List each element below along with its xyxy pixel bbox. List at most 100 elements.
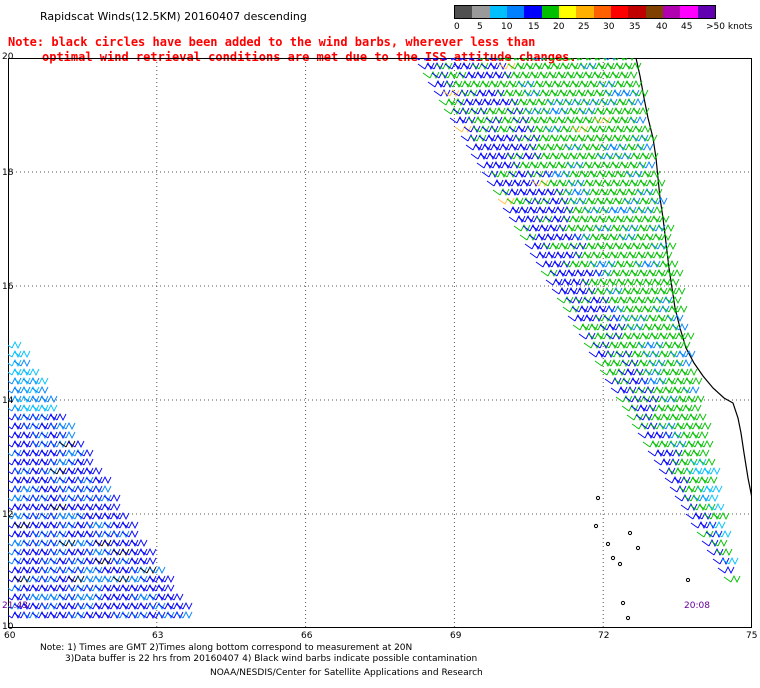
wind-barb [545, 277, 563, 287]
wind-barb [139, 547, 157, 557]
wind-barb [582, 232, 600, 242]
wind-barb [706, 547, 724, 557]
wind-barb [572, 322, 590, 332]
wind-barb [76, 475, 94, 485]
wind-barb [502, 205, 520, 215]
wind-barb [503, 115, 521, 125]
wind-barb [648, 358, 666, 368]
wind-barb [549, 178, 567, 188]
wind-barb [571, 304, 589, 314]
wind-barb [705, 484, 723, 494]
wind-barb [659, 286, 677, 296]
wind-barb [458, 70, 476, 80]
wind-barb [469, 133, 487, 143]
colorbar-swatch [489, 6, 507, 18]
wind-barb [641, 151, 659, 161]
wind-barb [58, 601, 76, 611]
wind-barb [662, 277, 680, 287]
wind-barb [621, 268, 639, 278]
wind-barb [480, 61, 498, 71]
wind-barb [112, 592, 130, 602]
wind-barb [514, 88, 532, 98]
wind-barb [49, 583, 67, 593]
wind-barb [103, 502, 121, 512]
wind-barb [67, 484, 85, 494]
wind-barb [604, 88, 622, 98]
wind-barb [166, 610, 184, 620]
wind-barb [85, 556, 103, 566]
wind-barb [689, 457, 707, 467]
wind-barb [505, 58, 517, 62]
wind-barb [501, 142, 519, 152]
wind-barb [49, 484, 67, 494]
wind-barb [544, 214, 562, 224]
wind-barb [31, 493, 49, 503]
pass-time-left: 21:43 [2, 601, 28, 611]
wind-barb [646, 340, 664, 350]
wind-barb [139, 592, 157, 602]
wind-barb [67, 610, 85, 620]
wind-barb [571, 214, 589, 224]
wind-barb [139, 601, 157, 611]
wind-barb [524, 196, 542, 206]
wind-barb [666, 268, 684, 278]
wind-barb [632, 151, 650, 161]
wind-barb [76, 547, 94, 557]
wind-barb [22, 385, 40, 395]
wind-barb [620, 70, 638, 80]
wind-barb [594, 358, 612, 368]
wind-barb [76, 538, 94, 548]
wind-barb [678, 439, 696, 449]
wind-barb [130, 574, 148, 584]
wind-barb [614, 196, 632, 206]
wind-barb [487, 88, 505, 98]
wind-barb [634, 214, 652, 224]
wind-barb [148, 610, 166, 620]
wind-barb [526, 124, 544, 134]
wind-barb [85, 547, 103, 557]
wind-barb [573, 232, 591, 242]
wind-barb [575, 115, 593, 125]
wind-barb [605, 196, 623, 206]
wind-barb [508, 79, 526, 89]
wind-barb [578, 331, 596, 341]
wind-barb [40, 529, 58, 539]
wind-barb [76, 610, 94, 620]
wind-barb [567, 223, 585, 233]
wind-barb [652, 259, 670, 269]
wind-barb [85, 601, 103, 611]
wind-barb [542, 151, 560, 161]
wind-barb [166, 592, 184, 602]
wind-barb [551, 241, 569, 251]
wind-barb [529, 205, 547, 215]
wind-barb [723, 574, 741, 584]
wind-barb [591, 232, 609, 242]
wind-barb [94, 520, 112, 530]
wind-barb [85, 529, 103, 539]
wind-barb [67, 583, 85, 593]
wind-barb [626, 277, 644, 287]
wind-barb [103, 538, 121, 548]
wind-barb [615, 349, 633, 359]
wind-barb [607, 124, 625, 134]
wind-barb [635, 367, 653, 377]
wind-barb [588, 61, 606, 71]
wind-barb [492, 187, 510, 197]
wind-barb [689, 412, 707, 422]
wind-barb [625, 79, 643, 89]
wind-barb [157, 574, 175, 584]
colorbar-swatch [662, 6, 681, 18]
wind-barb [58, 610, 76, 620]
wind-barb [662, 322, 680, 332]
wind-barb [692, 448, 710, 458]
wind-barb [13, 610, 31, 620]
wind-barb [49, 601, 67, 611]
wind-barb [664, 475, 682, 485]
wind-barb [22, 556, 40, 566]
colorbar-swatch [697, 6, 715, 18]
wind-barb [610, 385, 628, 395]
wind-barb [427, 79, 445, 89]
wind-barb [31, 565, 49, 575]
wind-barb [687, 439, 705, 449]
wind-barb [584, 160, 602, 170]
